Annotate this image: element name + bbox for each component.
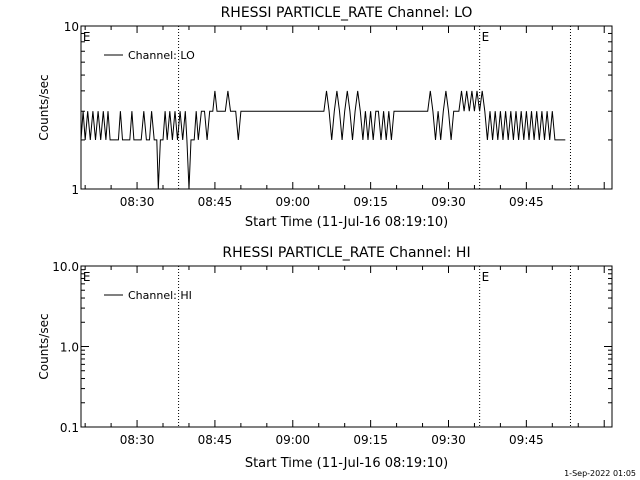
legend-label: Channel: HI [128,289,192,302]
event-marker-label: E [482,270,490,284]
y-tick-label: 0.1 [60,421,79,435]
legend-label: Channel: LO [128,49,195,62]
x-tick-label: 09:30 [431,433,466,447]
y-tick-label: 1.0 [60,341,79,355]
event-marker-label: E [83,30,91,44]
x-tick-label: 08:30 [120,433,155,447]
x-tick-label: 08:30 [120,195,155,209]
y-tick-label: 1 [71,183,79,197]
y-axis-label: Counts/sec [37,74,51,140]
x-tick-label: 09:00 [275,195,310,209]
hi-channel-panel: RHESSI PARTICLE_RATE Channel: HI Start Ti… [37,245,613,471]
plot-timestamp: 1-Sep-2022 01:05 [564,469,636,478]
x-tick-label: 09:00 [275,433,310,447]
x-axis-label: Start Time (11-Jul-16 08:19:10) [245,456,448,471]
x-tick-label: 08:45 [198,195,233,209]
y-tick-label: 10.0 [52,260,79,274]
chart-title: RHESSI PARTICLE_RATE Channel: HI [222,245,470,261]
y-axis-label: Counts/sec [37,313,51,379]
event-marker-label: E [482,30,490,44]
y-tick-label: 10 [64,20,79,34]
x-axis-label: Start Time (11-Jul-16 08:19:10) [245,215,448,230]
series-line [80,90,566,190]
x-tick-label: 09:45 [509,195,544,209]
x-tick-label: 09:30 [431,195,466,209]
x-tick-label: 09:15 [353,433,388,447]
lo-channel-panel: RHESSI PARTICLE_RATE Channel: LO Start Ti… [37,5,613,230]
x-tick-label: 09:45 [509,433,544,447]
x-tick-label: 08:45 [198,433,233,447]
chart-title: RHESSI PARTICLE_RATE Channel: LO [221,5,473,21]
event-marker-label: E [83,270,91,284]
plot-frame [80,25,613,190]
x-tick-label: 09:15 [353,195,388,209]
